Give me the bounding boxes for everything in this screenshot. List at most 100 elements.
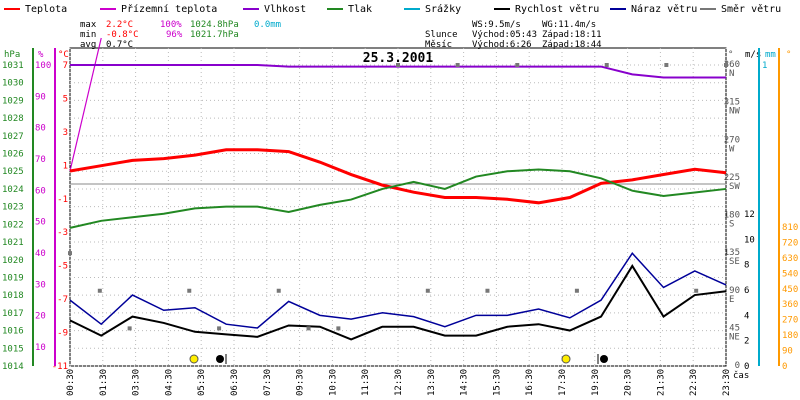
series-teplota bbox=[69, 148, 727, 205]
dir2-tick: 270 bbox=[782, 316, 798, 326]
series-náraz-větru bbox=[69, 252, 727, 329]
dir-tick: 180 bbox=[724, 211, 740, 221]
sunset-info: Západ:18:11 bbox=[542, 30, 602, 40]
hpa-tick: 1029 bbox=[2, 96, 24, 106]
hpa-tick: 1014 bbox=[2, 362, 24, 372]
legend-label-smer-vetru: Směr větru bbox=[721, 3, 781, 15]
hpa-tick: 1024 bbox=[2, 185, 24, 195]
dir-name-tick: NW bbox=[729, 107, 740, 117]
stat-avg-temp: 0.7°C bbox=[106, 40, 133, 50]
x-tick-label: 12:30 bbox=[394, 369, 404, 396]
x-tick-label: 13:30 bbox=[427, 369, 437, 396]
hpa-tick: 1028 bbox=[2, 114, 24, 124]
ms-tick: 10 bbox=[744, 235, 755, 245]
degc-tick: 3 bbox=[63, 128, 68, 138]
dir-name-tick: SW bbox=[729, 182, 740, 192]
hpa-tick: 1017 bbox=[2, 309, 24, 319]
wind-direction-marker bbox=[306, 326, 311, 331]
pct-tick: 70 bbox=[35, 155, 46, 165]
axis-unit-ms: m/s bbox=[745, 50, 761, 60]
degc-tick: -1 bbox=[57, 195, 68, 205]
stat-min-press: 1021.7hPa bbox=[190, 30, 239, 40]
wind-direction-marker bbox=[664, 63, 669, 67]
legend-item-vlhkost: Vlhkost bbox=[243, 4, 306, 15]
degc-tick: -5 bbox=[57, 262, 68, 272]
dir2-tick: 360 bbox=[782, 300, 798, 310]
wind-direction-marker bbox=[187, 288, 192, 293]
markers bbox=[68, 63, 728, 364]
hpa-tick: 1015 bbox=[2, 344, 24, 354]
axis-unit-degc: °C bbox=[58, 50, 69, 60]
legend-item-prizemni-teplota: Přízemní teplota bbox=[100, 3, 217, 15]
ms-tick: 12 bbox=[744, 210, 755, 220]
x-tick-label: 20:30 bbox=[624, 369, 634, 396]
wind-direction-marker bbox=[455, 63, 460, 67]
legend-item-tlak: Tlak bbox=[327, 4, 372, 15]
degc-tick: -7 bbox=[57, 295, 68, 305]
x-tick-label: 00:30 bbox=[66, 369, 76, 396]
chart-title: 25.3.2001 bbox=[363, 51, 434, 66]
dir2-tick: 540 bbox=[782, 269, 798, 279]
moon-label: Měsíc bbox=[425, 40, 452, 50]
legend-item-srazky: Srážky bbox=[404, 3, 461, 15]
hpa-tick: 1031 bbox=[2, 61, 24, 71]
x-tick-label: 07:30 bbox=[263, 369, 273, 396]
dir-tick: 90 bbox=[729, 286, 740, 296]
pct-tick: 90 bbox=[35, 92, 46, 102]
hpa-tick: 1021 bbox=[2, 238, 24, 248]
degc-tick: -11 bbox=[52, 362, 68, 372]
legend-item-smer-vetru: Směr větru bbox=[700, 3, 781, 15]
grid-lines bbox=[69, 48, 727, 367]
dir-name-tick: NE bbox=[729, 332, 740, 342]
x-axis-label: čas bbox=[733, 370, 749, 381]
degc-tick: 5 bbox=[63, 94, 68, 104]
legend-item-rychlost-vetru: Rychlost větru bbox=[494, 3, 599, 15]
legend-item-teplota: Teplota bbox=[4, 4, 67, 15]
stat-max-label: max bbox=[80, 20, 97, 30]
dir2-tick: 90 bbox=[782, 347, 793, 357]
series-prizemni-teplota bbox=[69, 37, 102, 172]
x-tick-label: 22:30 bbox=[689, 369, 699, 396]
hpa-tick: 1023 bbox=[2, 203, 24, 213]
pct-tick: 80 bbox=[35, 124, 46, 134]
degc-tick: -9 bbox=[57, 329, 68, 339]
dir2-tick: 630 bbox=[782, 254, 798, 264]
wind-direction-marker bbox=[396, 63, 400, 67]
dir-tick: 0 bbox=[735, 361, 740, 371]
hpa-tick: 1026 bbox=[2, 150, 24, 160]
wind-direction-marker bbox=[217, 326, 222, 331]
sunrise-info: Východ:05:43 bbox=[472, 30, 537, 40]
sunset-marker bbox=[561, 354, 571, 364]
stat-avg-label: avg bbox=[80, 40, 96, 50]
wind-speed-info: WS:9.5m/s bbox=[472, 20, 521, 30]
dir-tick: 225 bbox=[724, 173, 740, 183]
dir-tick: 135 bbox=[724, 248, 740, 258]
x-tick-label: 11:30 bbox=[361, 369, 371, 396]
dir-name-tick: E bbox=[729, 295, 734, 305]
wind-direction-marker bbox=[574, 288, 579, 293]
hpa-tick: 1020 bbox=[2, 256, 24, 266]
legend-label-vlhkost: Vlhkost bbox=[264, 4, 306, 15]
legend-label-tlak: Tlak bbox=[348, 4, 372, 15]
x-tick-label: 06:30 bbox=[230, 369, 240, 396]
wind-direction-marker bbox=[127, 326, 132, 331]
pct-tick: 30 bbox=[35, 280, 46, 290]
moonset-info: Západ:18:44 bbox=[542, 40, 602, 50]
x-tick-label: 10:30 bbox=[328, 369, 338, 396]
pct-tick: 40 bbox=[35, 249, 46, 259]
wind-gust-info: WG:11.4m/s bbox=[542, 20, 596, 30]
x-tick-label: 21:30 bbox=[656, 369, 666, 396]
axis-unit-hpa: hPa bbox=[4, 50, 20, 60]
x-tick-label: 15:30 bbox=[492, 369, 502, 396]
hpa-tick: 1016 bbox=[2, 327, 24, 337]
legend-label-srazky: Srážky bbox=[425, 3, 461, 15]
hpa-tick: 1030 bbox=[2, 79, 24, 89]
ms-tick: 2 bbox=[744, 337, 749, 347]
dir2-tick: 0 bbox=[782, 362, 787, 372]
dir2-tick: 720 bbox=[782, 238, 798, 248]
legend-label-prizemni-teplota: Přízemní teplota bbox=[121, 3, 217, 15]
dir2-tick: 180 bbox=[782, 331, 798, 341]
ms-tick: 6 bbox=[744, 286, 749, 296]
hpa-tick: 1019 bbox=[2, 273, 24, 283]
